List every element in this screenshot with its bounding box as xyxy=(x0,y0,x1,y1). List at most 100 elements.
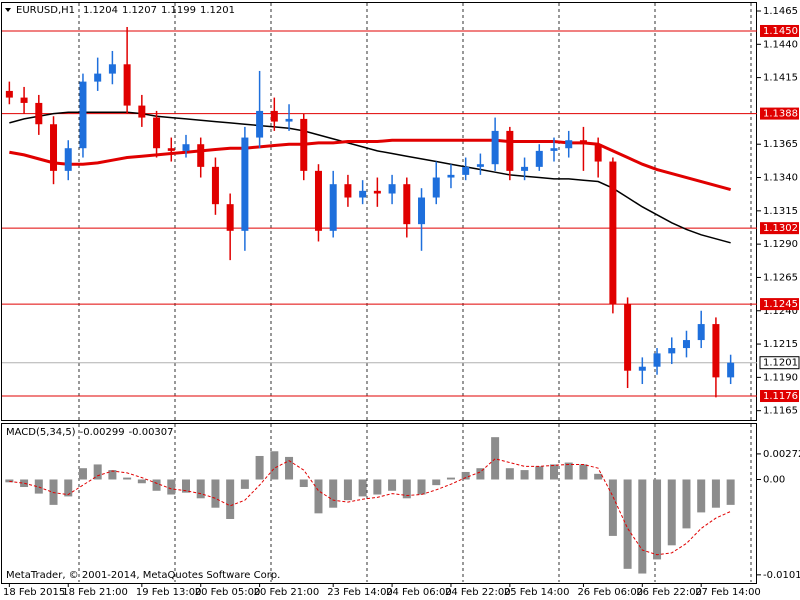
macd-bar xyxy=(594,473,603,480)
y-tick-label: 1.1440 xyxy=(763,39,798,50)
macd-bar xyxy=(240,479,249,489)
y-tick-label: 1.1240 xyxy=(763,306,798,317)
macd-bar xyxy=(726,479,735,505)
macd-bar xyxy=(564,462,573,480)
candle-body xyxy=(50,124,58,171)
macd-bar xyxy=(417,479,426,495)
macd-bar xyxy=(314,479,323,514)
current-price-label: 1.1201 xyxy=(763,358,798,369)
y-tick-label: 1.1215 xyxy=(763,339,798,350)
current-price-box xyxy=(759,356,800,370)
candle-body xyxy=(491,130,499,165)
x-tick-label: 27 Feb 14:00 xyxy=(695,587,761,598)
candle-body xyxy=(94,73,102,82)
level-box xyxy=(760,390,799,403)
macd-bar xyxy=(461,471,470,480)
macd-bar xyxy=(711,479,720,508)
candle-body xyxy=(123,64,131,106)
macd-bar xyxy=(520,470,529,480)
macd-bar xyxy=(579,464,588,480)
macd-bar xyxy=(123,477,132,480)
candle-body xyxy=(697,324,705,341)
macd-tick-label: -0.01014 xyxy=(763,570,800,581)
candle-body xyxy=(506,130,514,171)
candle-body xyxy=(108,64,116,74)
header: EURUSD,H1 1.1204 1.1207 1.1199 1.1201 xyxy=(16,5,235,16)
footer: MetaTrader, © 2001-2014, MetaQuotes Soft… xyxy=(6,570,280,581)
macd-bar xyxy=(343,479,352,501)
candle-body xyxy=(256,110,264,138)
y-tick-label: 1.1165 xyxy=(763,406,798,417)
candle-body xyxy=(153,117,161,149)
macd-bar xyxy=(682,479,691,529)
macd-bar xyxy=(505,468,514,480)
candle-body xyxy=(241,137,249,231)
macd-bar xyxy=(108,470,117,480)
macd-bar xyxy=(299,479,308,488)
candle-body xyxy=(682,340,690,349)
candle-body xyxy=(668,348,676,354)
macd-bar xyxy=(623,479,632,569)
macd-bar xyxy=(152,479,161,491)
level-box xyxy=(760,107,799,120)
candle-body xyxy=(35,102,43,125)
macd-bar xyxy=(402,479,411,499)
macd-bar xyxy=(388,479,397,491)
macd-bar xyxy=(137,479,146,484)
macd-bar xyxy=(211,479,220,508)
macd-bar xyxy=(285,456,294,480)
x-tick-label: 24 Feb 22:00 xyxy=(445,587,511,598)
macd-bar xyxy=(535,466,544,480)
candle-body xyxy=(388,184,396,194)
macd-bar xyxy=(255,455,264,480)
x-tick-label: 26 Feb 22:00 xyxy=(636,587,702,598)
macd-bar xyxy=(476,468,485,480)
macd-bar xyxy=(226,479,235,519)
symbol: EURUSD,H1 xyxy=(16,5,75,16)
menu-arrow xyxy=(5,8,11,12)
y-tick-label: 1.1340 xyxy=(763,173,798,184)
candle-body xyxy=(226,204,234,231)
level-label: 1.1388 xyxy=(763,109,798,120)
candle-body xyxy=(418,197,426,225)
candle-body xyxy=(594,144,602,162)
x-tick-label: 18 Feb 2015 xyxy=(3,587,65,598)
level-label: 1.1450 xyxy=(763,26,798,37)
candle-body xyxy=(432,177,440,198)
macd-tick-label: 0.00 xyxy=(763,474,785,485)
x-tick-label: 25 Feb 14:00 xyxy=(504,587,570,598)
ohlc-value: 1.1201 xyxy=(200,5,235,16)
moving-average xyxy=(9,138,732,191)
x-tick-label: 20 Feb 21:00 xyxy=(254,587,320,598)
candle-body xyxy=(550,148,558,151)
candle-body xyxy=(211,166,219,205)
candle-body xyxy=(638,366,646,371)
candle-body xyxy=(462,166,470,175)
ohlc-value: 1.1199 xyxy=(161,5,196,16)
macd-bar xyxy=(5,479,14,483)
y-tick-label: 1.1415 xyxy=(763,73,798,84)
y-tick-label: 1.1290 xyxy=(763,239,798,250)
macd-bar xyxy=(64,479,73,497)
y-tick-label: 1.1190 xyxy=(763,372,798,383)
macd-bar xyxy=(329,479,338,508)
macd-bar xyxy=(358,479,367,497)
candle-body xyxy=(182,144,190,151)
y-tick-label: 1.1465 xyxy=(763,6,798,17)
level-box xyxy=(760,222,799,235)
candle-body xyxy=(20,97,28,103)
x-tick-label: 24 Feb 06:00 xyxy=(386,587,452,598)
candle-body xyxy=(712,324,720,378)
macd-label: MACD(5,34,5) -0.00299 -0.00307 xyxy=(6,427,174,438)
y-tick-label: 1.1315 xyxy=(763,206,798,217)
candle-body xyxy=(727,362,735,378)
level-label: 1.1245 xyxy=(763,299,798,310)
candle-body xyxy=(373,190,381,194)
macd-value: -0.00299 xyxy=(80,427,125,438)
candle-body xyxy=(565,140,573,149)
x-tick-label: 23 Feb 14:00 xyxy=(327,587,393,598)
x-tick-label: 26 Feb 06:00 xyxy=(577,587,643,598)
candle-body xyxy=(624,304,632,371)
candle-body xyxy=(197,144,205,167)
